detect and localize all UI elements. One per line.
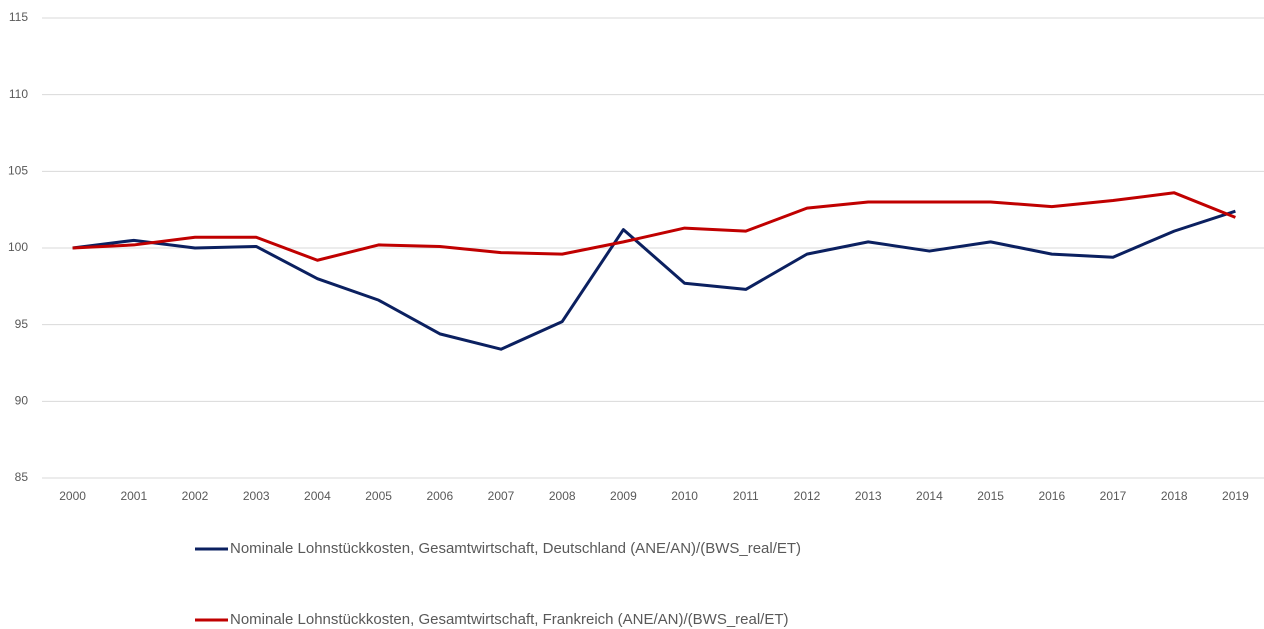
legend-label: Nominale Lohnstückkosten, Gesamtwirtscha… [230,611,789,628]
x-tick-label: 2004 [304,489,331,503]
x-tick-label: 2000 [59,489,86,503]
x-tick-label: 2007 [488,489,515,503]
y-tick-label: 110 [9,87,28,101]
x-tick-label: 2016 [1038,489,1065,503]
y-tick-label: 85 [15,470,29,484]
x-tick-label: 2005 [365,489,392,503]
y-tick-label: 90 [15,394,29,408]
y-tick-label: 105 [8,164,28,178]
series-line [72,191,1236,262]
x-tick-label: 2006 [426,489,453,503]
legend-label: Nominale Lohnstückkosten, Gesamtwirtscha… [230,540,801,557]
x-tick-label: 2003 [243,489,270,503]
x-tick-label: 2001 [120,489,147,503]
x-tick-label: 2015 [977,489,1004,503]
x-tick-label: 2018 [1161,489,1188,503]
x-tick-label: 2002 [182,489,209,503]
x-tick-label: 2008 [549,489,576,503]
x-tick-label: 2017 [1100,489,1127,503]
x-tick-label: 2019 [1222,489,1249,503]
x-tick-label: 2009 [610,489,637,503]
y-tick-label: 95 [15,317,29,331]
x-tick-label: 2010 [671,489,698,503]
y-tick-label: 100 [8,240,28,254]
x-tick-label: 2014 [916,489,943,503]
x-tick-label: 2011 [733,489,759,503]
x-tick-label: 2013 [855,489,882,503]
x-tick-label: 2012 [794,489,821,503]
series-line [72,209,1236,351]
y-tick-label: 115 [9,10,28,24]
